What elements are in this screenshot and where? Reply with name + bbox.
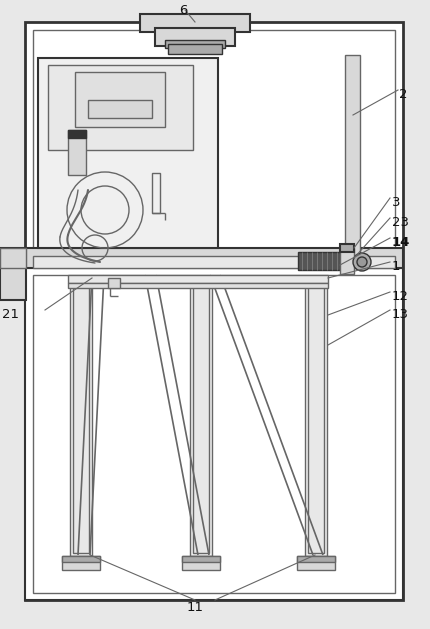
- Bar: [298, 252, 340, 270]
- Bar: [68, 283, 328, 288]
- Bar: [88, 100, 152, 118]
- Text: 13: 13: [392, 308, 409, 321]
- Text: 1: 1: [392, 260, 400, 273]
- Text: 2: 2: [399, 88, 408, 101]
- Bar: [155, 28, 235, 46]
- Bar: [297, 556, 335, 570]
- Bar: [33, 30, 395, 592]
- Bar: [152, 173, 160, 213]
- Bar: [193, 281, 209, 553]
- Bar: [168, 44, 222, 54]
- Bar: [0, 248, 26, 268]
- Bar: [48, 65, 193, 150]
- Bar: [297, 556, 335, 562]
- Bar: [0, 248, 26, 300]
- Bar: [75, 72, 165, 127]
- Bar: [305, 278, 327, 556]
- Bar: [140, 14, 250, 32]
- Text: 3: 3: [392, 196, 400, 209]
- Circle shape: [353, 253, 371, 271]
- Bar: [38, 58, 218, 248]
- Bar: [70, 278, 92, 556]
- Bar: [62, 556, 100, 570]
- Bar: [68, 130, 86, 175]
- Bar: [68, 275, 328, 283]
- Bar: [340, 244, 354, 252]
- Bar: [73, 281, 89, 553]
- Text: 23: 23: [392, 216, 409, 229]
- Bar: [25, 268, 403, 600]
- Bar: [25, 22, 403, 600]
- Circle shape: [357, 257, 367, 267]
- Text: 6: 6: [179, 4, 187, 16]
- Bar: [33, 275, 395, 593]
- Text: 14: 14: [392, 236, 410, 249]
- Bar: [340, 248, 354, 274]
- Bar: [165, 40, 225, 48]
- Text: 12: 12: [392, 290, 409, 303]
- Bar: [68, 130, 86, 138]
- Bar: [108, 278, 120, 288]
- Bar: [33, 256, 395, 268]
- Bar: [190, 278, 212, 556]
- Text: 11: 11: [187, 601, 203, 614]
- Bar: [182, 556, 220, 562]
- Text: 21: 21: [2, 308, 19, 321]
- Bar: [62, 556, 100, 562]
- Bar: [182, 556, 220, 570]
- Bar: [308, 281, 324, 553]
- Bar: [345, 55, 360, 255]
- Bar: [25, 248, 403, 268]
